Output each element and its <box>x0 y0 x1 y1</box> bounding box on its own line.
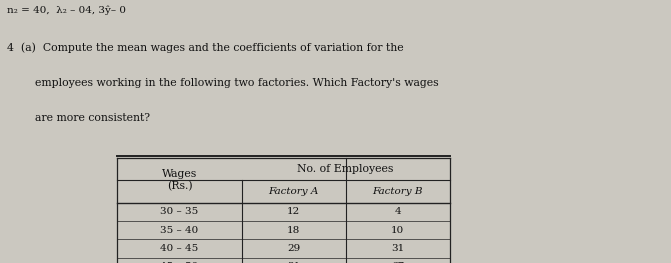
Text: 35 – 40: 35 – 40 <box>160 226 199 235</box>
Text: 4: 4 <box>395 207 401 216</box>
Text: 40 – 45: 40 – 45 <box>160 244 199 253</box>
Text: Wages
(Rs.): Wages (Rs.) <box>162 169 197 191</box>
Text: 30 – 35: 30 – 35 <box>160 207 199 216</box>
Text: Factory B: Factory B <box>372 187 423 196</box>
Text: 45 – 50: 45 – 50 <box>160 262 199 263</box>
Text: 31: 31 <box>391 244 404 253</box>
Text: 10: 10 <box>391 226 404 235</box>
Text: 18: 18 <box>287 226 300 235</box>
Text: 29: 29 <box>287 244 300 253</box>
Text: Factory A: Factory A <box>268 187 319 196</box>
Text: employees working in the following two factories. Which Factory's wages: employees working in the following two f… <box>7 78 438 88</box>
Text: n₂ = 40,  λ₂ – 04, 3ŷ– 0: n₂ = 40, λ₂ – 04, 3ŷ– 0 <box>7 5 125 15</box>
Text: 31: 31 <box>287 262 300 263</box>
Text: 67: 67 <box>391 262 404 263</box>
Text: No. of Employees: No. of Employees <box>297 164 394 174</box>
Text: 12: 12 <box>287 207 300 216</box>
Text: are more consistent?: are more consistent? <box>7 113 150 123</box>
Text: 4  (a)  Compute the mean wages and the coefficients of variation for the: 4 (a) Compute the mean wages and the coe… <box>7 42 403 53</box>
